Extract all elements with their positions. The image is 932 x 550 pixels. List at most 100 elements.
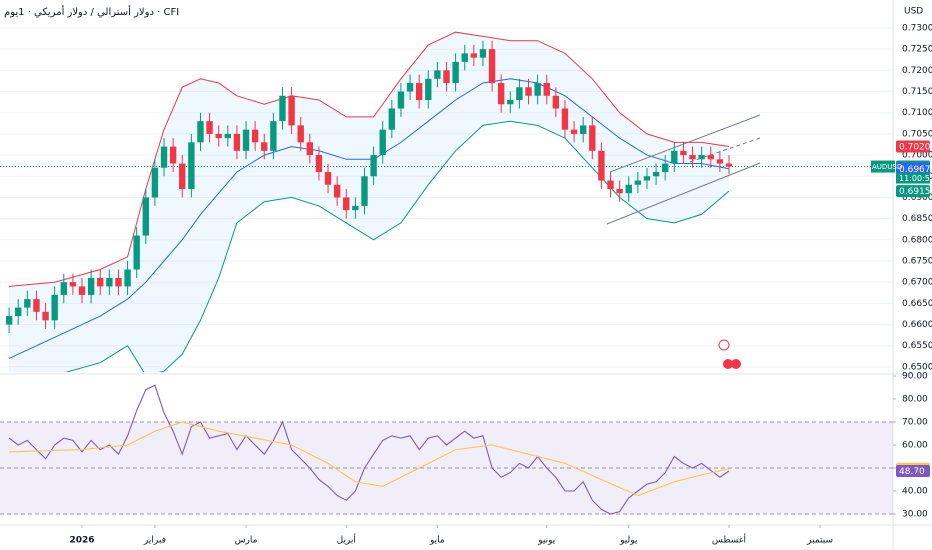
event-icon <box>731 359 741 369</box>
candle-body <box>242 129 250 151</box>
candle-body <box>124 269 131 287</box>
x-tick-label: مارس <box>235 536 258 546</box>
candle-body <box>452 61 459 84</box>
channel-line <box>609 114 761 173</box>
candle-body <box>662 163 669 173</box>
candle-body <box>361 176 368 206</box>
band-line <box>8 78 730 359</box>
candle-body <box>270 121 277 151</box>
price-tag-label: 48.70 <box>899 467 925 477</box>
candle-body <box>716 159 724 164</box>
candle-body <box>142 197 149 236</box>
candle-body <box>707 155 714 160</box>
candle-body <box>60 282 67 295</box>
candle-body <box>233 133 241 151</box>
rsi-pane <box>0 384 893 515</box>
candle-body <box>15 307 22 317</box>
candle-body <box>415 83 423 100</box>
candle-body <box>215 133 222 139</box>
candle-body <box>671 150 678 164</box>
candle-body <box>288 95 295 126</box>
candle-body <box>169 146 177 164</box>
event-icon <box>718 339 730 351</box>
rsi-line <box>9 421 730 497</box>
countdown-bg <box>896 172 930 184</box>
candle-body <box>516 87 523 100</box>
x-tick-label: 2026 <box>69 536 94 546</box>
candle-body <box>69 282 77 287</box>
candle-body <box>470 53 478 58</box>
candle-body <box>534 83 541 96</box>
candle-body <box>151 167 159 198</box>
candle-body <box>589 125 596 151</box>
candle-body <box>379 129 386 156</box>
candle-body <box>634 180 642 185</box>
candle-body <box>388 108 396 130</box>
x-tick-label: سبتمبر <box>806 536 833 546</box>
candle-body <box>188 142 195 189</box>
candle-body <box>543 83 550 96</box>
y-tick-label: 80.00 <box>902 395 928 405</box>
candle-body <box>625 184 632 194</box>
price-tag <box>896 140 930 153</box>
x-tick-label: أغسطس <box>712 534 746 546</box>
candle-body <box>680 150 687 156</box>
x-tick-label: أبريل <box>337 534 356 546</box>
y-tick-label: 30.00 <box>902 510 928 520</box>
band-line <box>65 120 730 372</box>
symbol-tag <box>871 160 895 173</box>
candle-body <box>97 277 104 287</box>
candle-body <box>725 163 733 167</box>
y-tick-label: 40.00 <box>902 487 928 497</box>
chart-title: دولار أسترالي / دولار أمريكي · 1يوم · CF… <box>4 5 179 18</box>
candle-body <box>561 108 569 130</box>
price-tag-label: 0.69677 <box>899 165 932 175</box>
candle-body <box>598 150 605 181</box>
x-tick-label: يونيو <box>537 536 556 546</box>
channel <box>606 114 761 225</box>
candle-body <box>179 163 186 189</box>
candle-body <box>206 121 213 134</box>
candle-body <box>261 142 268 151</box>
candle-body <box>607 180 614 189</box>
event-icon <box>723 359 733 369</box>
candle-body <box>24 299 31 308</box>
candle-body <box>315 155 323 173</box>
candle-body <box>324 172 332 185</box>
candle-body <box>115 277 122 287</box>
y-tick-label: 90.00 <box>902 372 928 382</box>
candle-body <box>87 277 95 295</box>
candle-body <box>306 142 314 156</box>
channel-line <box>606 162 761 225</box>
candle-body <box>333 184 341 198</box>
price-pane <box>0 27 893 372</box>
candle-body <box>133 235 140 270</box>
x-tick-label: فبراير <box>143 536 166 546</box>
channel-mid <box>689 137 761 163</box>
candle-body <box>78 286 86 295</box>
candle-body <box>698 155 705 160</box>
x-tick-label: مايو <box>429 536 445 546</box>
rsi-line <box>8 384 730 515</box>
candle-body <box>652 172 660 177</box>
candle-body <box>579 125 587 134</box>
price-tag <box>896 465 930 478</box>
candle-body <box>616 188 623 194</box>
candle-body <box>643 176 651 181</box>
candle-body <box>689 155 696 160</box>
candle-body <box>497 83 505 105</box>
candle-body <box>488 49 496 84</box>
band-line <box>9 31 730 287</box>
price-tag <box>896 185 930 198</box>
currency: USD <box>904 7 923 17</box>
candle-body <box>51 294 58 321</box>
